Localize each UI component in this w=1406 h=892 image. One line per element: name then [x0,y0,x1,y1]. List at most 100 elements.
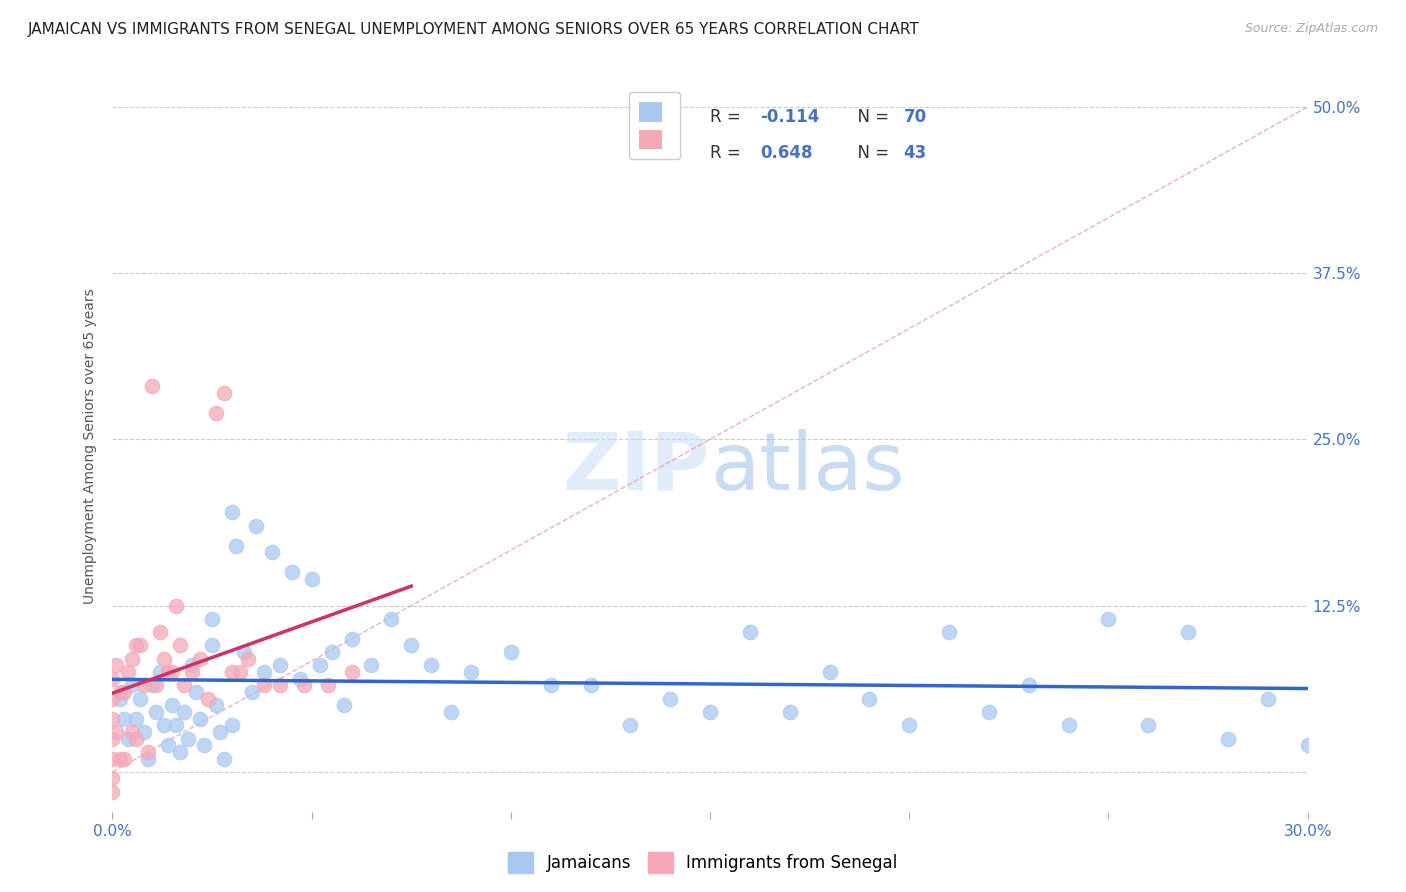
Point [292,678,315,692]
Point [162,665,183,679]
Point [205,698,228,713]
Point [858,691,880,706]
Point [188,652,211,666]
Point [125,639,148,653]
Point [157,738,180,752]
Point [181,658,204,673]
Text: 43: 43 [904,145,927,162]
Point [380,612,402,626]
Point [165,718,187,732]
Point [212,751,235,765]
Point [110,751,132,765]
Point [281,566,304,580]
Point [253,665,276,679]
Point [201,612,224,626]
Point [114,751,135,765]
Point [938,625,960,640]
Point [233,645,256,659]
Point [260,545,283,559]
Point [101,751,124,765]
Point [114,712,135,726]
Point [460,665,482,679]
Point [332,698,354,713]
Point [101,712,124,726]
Point [105,658,128,673]
Point [221,506,243,520]
Point [101,731,124,746]
Point [898,718,921,732]
Point [125,712,148,726]
Point [173,678,195,692]
Point [169,639,191,653]
Text: -0.114: -0.114 [761,108,820,126]
Point [138,751,160,765]
Point [117,665,139,679]
Point [177,731,200,746]
Point [579,678,602,692]
Point [288,672,311,686]
Point [110,685,132,699]
Point [245,518,267,533]
Text: N =: N = [848,108,894,126]
Legend: , : , [628,92,681,159]
Point [221,718,243,732]
Point [540,678,562,692]
Point [165,599,187,613]
Point [105,725,128,739]
Point [193,738,215,752]
Point [153,718,176,732]
Point [134,678,156,692]
Point [440,705,463,719]
Point [236,652,259,666]
Point [149,625,172,640]
Point [1177,625,1199,640]
Point [499,645,522,659]
Point [221,665,243,679]
Point [1057,718,1080,732]
Point [229,665,252,679]
Y-axis label: Unemployment Among Seniors over 65 years: Unemployment Among Seniors over 65 years [83,288,97,604]
Point [205,406,228,420]
Point [181,665,204,679]
Point [129,691,152,706]
Point [253,678,276,692]
Point [141,678,163,692]
Point [121,652,143,666]
Text: ZIP: ZIP [562,429,710,507]
Point [169,745,191,759]
Point [173,705,195,719]
Point [321,645,343,659]
Point [779,705,801,719]
Point [659,691,682,706]
Point [420,658,443,673]
Point [1097,612,1119,626]
Point [129,639,152,653]
Point [157,665,180,679]
Point [360,658,382,673]
Point [121,725,143,739]
Point [125,731,148,746]
Point [114,685,135,699]
Point [117,731,139,746]
Point [101,691,124,706]
Point [1216,731,1239,746]
Point [340,665,363,679]
Point [401,639,423,653]
Point [162,698,183,713]
Point [818,665,841,679]
Point [138,745,160,759]
Point [149,665,172,679]
Point [145,705,167,719]
Point [110,691,132,706]
Point [212,385,235,400]
Point [301,572,323,586]
Point [197,691,219,706]
Text: R =: R = [710,108,747,126]
Point [619,718,641,732]
Point [1257,691,1279,706]
Point [738,625,761,640]
Point [1296,738,1319,752]
Point [240,685,263,699]
Point [101,785,124,799]
Legend: Jamaicans, Immigrants from Senegal: Jamaicans, Immigrants from Senegal [502,846,904,880]
